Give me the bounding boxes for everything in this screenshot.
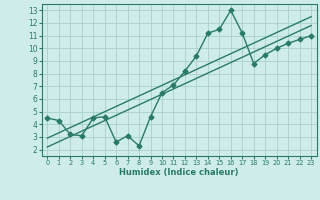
X-axis label: Humidex (Indice chaleur): Humidex (Indice chaleur) <box>119 168 239 177</box>
